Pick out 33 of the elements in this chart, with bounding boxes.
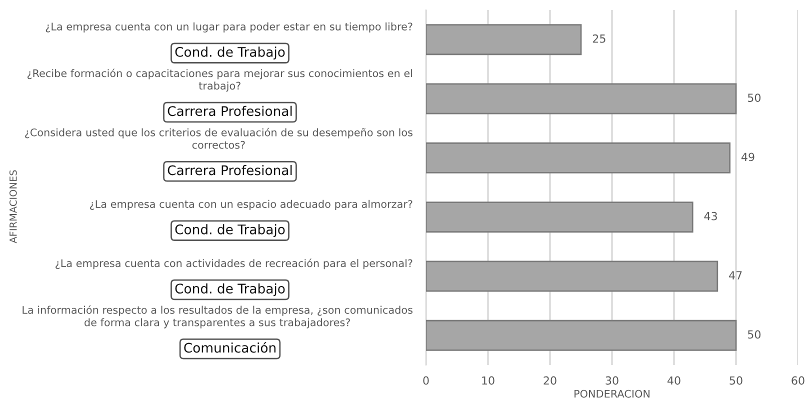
data-label: 47 [729,271,742,280]
data-label: 50 [748,94,761,102]
text: Cond. de Trabajo [175,283,285,296]
y-tick-label: ¿Recibe formación o capacitaciones para mejorar sus conocimientos en el trabajo? [27,68,412,92]
x-tick-label: 0 [423,376,429,385]
x-tick-label: 50 [730,376,742,385]
text: Comunicación [184,342,276,353]
y-tick-label: ¿La empresa cuenta con actividades de recreación para el personal? [56,258,412,270]
bar [426,202,694,233]
x-tick-label: 30 [606,376,618,385]
bar [426,142,730,174]
y-axis-title: AFIRMACIONES [9,170,17,244]
text: Cond. de Trabajo [175,46,285,60]
bar [426,24,582,56]
x-tick-label: 20 [544,376,556,385]
bar [426,260,718,292]
data-label: 49 [741,152,754,162]
y-tick-label: ¿La empresa cuenta con un espacio adecuado para almorzar? [90,200,412,210]
text: Carrera Profesional [168,106,292,116]
y-tick-label: ¿La empresa cuenta con un lugar para poder estar en su tiempo libre? [46,22,412,32]
text: Carrera Profesional [168,165,292,176]
x-axis-title: PONDERACION [574,390,650,398]
x-tick-label: 60 [792,376,804,385]
x-tick-label: 40 [667,376,680,385]
bar [426,83,737,114]
y-tick-label: La información respecto a los resultados de la empresa, ¿son comunicados de forma clara y transparentes a sus trabajadores? [22,305,412,328]
data-label: 43 [704,212,717,220]
data-label: 25 [592,34,606,43]
data-label: 50 [748,330,761,339]
y-tick-label: ¿Considera usted que los criterios de evaluación de su desempeño son los correctos? [25,128,412,149]
bar [426,320,737,351]
text: Cond. de Trabajo [175,224,285,237]
x-tick-label: 10 [482,376,494,385]
